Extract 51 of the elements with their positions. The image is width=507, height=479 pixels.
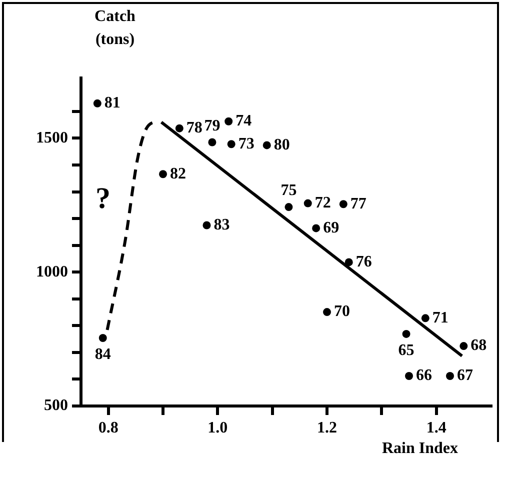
point (402, 330, 410, 338)
annotation: 78 (186, 119, 202, 136)
point (159, 170, 167, 178)
point (312, 224, 320, 232)
annotation: 84 (94, 346, 111, 364)
point (284, 203, 293, 212)
annotation: 79 (204, 117, 220, 134)
point (405, 372, 413, 380)
annotation: 76 (356, 253, 372, 270)
point (323, 308, 331, 316)
annotation: 70 (334, 303, 350, 320)
annotation: 77 (350, 195, 366, 212)
point (93, 99, 102, 108)
annotation: 81 (104, 94, 120, 112)
point (339, 200, 348, 208)
annotation: 73 (238, 135, 254, 152)
point (262, 141, 271, 150)
point (304, 199, 312, 208)
y-tick-label: 1500 (36, 129, 68, 146)
point (446, 372, 454, 380)
x-tick-label: 0.8 (98, 420, 118, 437)
annotation: 68 (470, 337, 487, 354)
annotation: ? (96, 182, 110, 215)
chart-title: Catch (94, 8, 136, 26)
x-tick-label: 1.0 (208, 420, 228, 437)
annotation: 72 (314, 194, 331, 212)
chart-subtitle: (tons) (95, 31, 135, 49)
point (460, 342, 468, 350)
annotation: 82 (170, 165, 186, 182)
point (421, 314, 430, 322)
x-tick-label: 1.2 (317, 420, 337, 437)
annotation: 80 (274, 136, 290, 154)
y-tick-label: 1000 (36, 263, 68, 280)
point (98, 334, 107, 342)
x-tick-label: 1.4 (426, 420, 446, 437)
annotation: 83 (214, 216, 230, 234)
annotation: 66 (416, 367, 432, 384)
point (344, 258, 353, 266)
annotation: 69 (323, 219, 340, 236)
annotation: 74 (236, 112, 252, 130)
point (175, 124, 184, 132)
x-axis-title: Rain Index (382, 440, 458, 458)
y-tick-label: 500 (44, 397, 68, 414)
annotation: 67 (457, 367, 473, 384)
point (227, 140, 236, 148)
annotation: 71 (432, 309, 448, 326)
annotation: 75 (280, 182, 297, 200)
annotation: 65 (398, 342, 414, 360)
point (202, 221, 211, 230)
point (224, 117, 233, 126)
point (208, 138, 216, 146)
